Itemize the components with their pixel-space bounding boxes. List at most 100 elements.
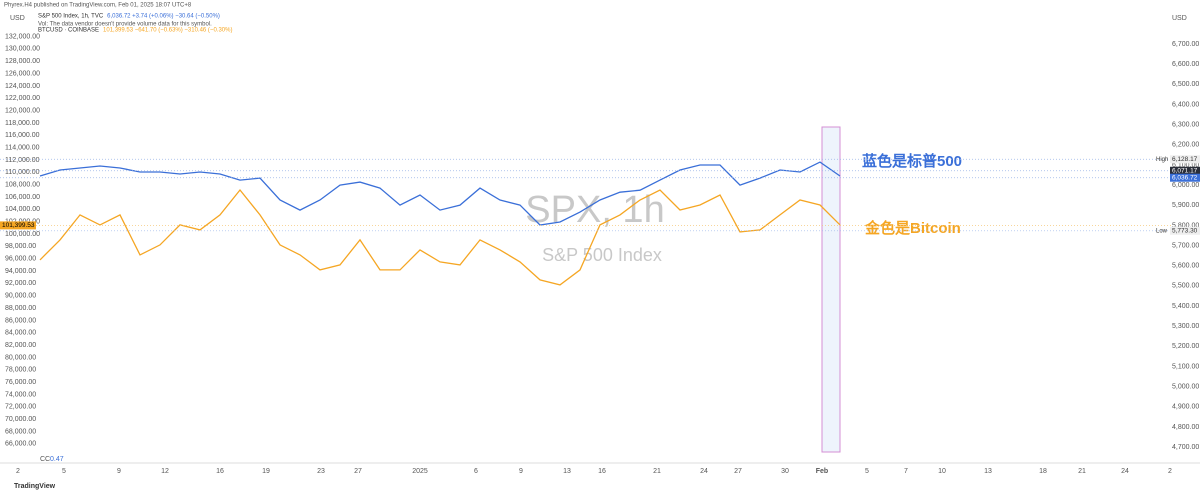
axis-unit: USD (10, 15, 25, 22)
x-tick-label: 5 (865, 468, 869, 475)
price-label-tag: High (1156, 157, 1168, 163)
y-tick-label: 100,000.00 (5, 231, 40, 238)
y2-tick-label: 5,500.00 (1172, 283, 1199, 290)
watermark: SPX, 1h (525, 189, 664, 231)
price-label-box (0, 221, 36, 230)
watermark-sub: S&P 500 Index (542, 245, 662, 265)
y2-tick-label: 6,600.00 (1172, 61, 1199, 68)
y2-tick-label: 4,900.00 (1172, 404, 1199, 411)
footer: TradingView (14, 483, 56, 490)
x-tick-label: 2025 (412, 468, 428, 475)
x-tick-label: 21 (1078, 468, 1086, 475)
y-tick-label: 124,000.00 (5, 83, 40, 90)
publisher: Phyrex.H4 published on TradingView.com, … (4, 3, 192, 9)
y-tick-label: 132,000.00 (5, 33, 40, 40)
y2-tick-label: 4,700.00 (1172, 444, 1199, 451)
y2-tick-label: 5,600.00 (1172, 263, 1199, 270)
y2-tick-label: 5,800.00 (1172, 222, 1199, 229)
x-tick-label: 9 (519, 468, 523, 475)
price-label: 5,773.30 (1172, 228, 1198, 235)
y-tick-label: 116,000.00 (5, 132, 40, 139)
y-tick-label: 130,000.00 (5, 46, 40, 53)
legend-quote: 101,399.53 −641.70 (−0.63%) −310.46 (−0.… (103, 28, 232, 34)
y2-tick-label: 5,100.00 (1172, 363, 1199, 370)
x-tick-label: 13 (984, 468, 992, 475)
x-tick-label: 16 (216, 468, 224, 475)
price-label: 6,071.17 (1172, 167, 1198, 174)
y-tick-label: 122,000.00 (5, 95, 40, 102)
x-tick-label: 16 (598, 468, 606, 475)
x-tick-label: 2 (16, 468, 20, 475)
y2-tick-label: 5,900.00 (1172, 202, 1199, 209)
y-tick-label: 90,000.00 (5, 293, 36, 300)
y-tick-label: 80,000.00 (5, 354, 36, 361)
y-tick-label: 96,000.00 (5, 256, 36, 263)
legend-quote: 6,036.72 +3.74 (+0.06%) −30.64 (−0.50%) (107, 14, 220, 20)
x-tick-label: Feb (816, 468, 828, 475)
x-tick-label: 13 (563, 468, 571, 475)
y-tick-label: 84,000.00 (5, 330, 36, 337)
y-tick-label: 126,000.00 (5, 70, 40, 77)
price-label-box (1170, 155, 1200, 164)
y-tick-label: 106,000.00 (5, 194, 40, 201)
y-tick-label: 88,000.00 (5, 305, 36, 312)
y-tick-label: 108,000.00 (5, 182, 40, 189)
line-series (39, 161, 841, 226)
price-label: 101,399.53 (2, 222, 35, 229)
price-label: 6,128.17 (1172, 156, 1198, 163)
y-tick-label: 86,000.00 (5, 317, 36, 324)
x-tick-label: 24 (1121, 468, 1129, 475)
y-tick-label: 78,000.00 (5, 367, 36, 374)
y-tick-label: 104,000.00 (5, 206, 40, 213)
y2-tick-label: 5,200.00 (1172, 343, 1199, 350)
price-label-box (1170, 173, 1200, 182)
annotation: 金色是Bitcoin (864, 219, 961, 237)
y-tick-label: 72,000.00 (5, 404, 36, 411)
y-tick-label: 94,000.00 (5, 268, 36, 275)
y-tick-label: 74,000.00 (5, 391, 36, 398)
x-tick-label: 27 (354, 468, 362, 475)
x-tick-label: 23 (317, 468, 325, 475)
x-tick-label: 12 (161, 468, 169, 475)
y2-tick-label: 5,300.00 (1172, 323, 1199, 330)
y2-tick-label: 6,200.00 (1172, 142, 1199, 149)
y-tick-label: 118,000.00 (5, 120, 40, 127)
legend-name: S&P 500 Index, 1h, TVC (38, 14, 104, 20)
x-tick-label: 21 (653, 468, 661, 475)
annotation: 蓝色是标普500 (862, 152, 962, 170)
y-tick-label: 68,000.00 (5, 428, 36, 435)
price-label-box (1170, 226, 1200, 235)
y2-tick-label: 6,500.00 (1172, 81, 1199, 88)
axis-unit: USD (1172, 15, 1187, 22)
legend-name: BTCUSD · COINBASE (38, 28, 99, 34)
y2-tick-label: 5,400.00 (1172, 303, 1199, 310)
y-tick-label: 110,000.00 (5, 169, 40, 176)
price-label-box (1170, 166, 1200, 175)
price-label-tag: Low (1156, 228, 1168, 234)
x-tick-label: 9 (117, 468, 121, 475)
y-tick-label: 114,000.00 (5, 144, 40, 151)
y2-tick-label: 6,700.00 (1172, 41, 1199, 48)
y2-tick-label: 4,800.00 (1172, 424, 1199, 431)
y-tick-label: 98,000.00 (5, 243, 36, 250)
y-tick-label: 76,000.00 (5, 379, 36, 386)
y-tick-label: 70,000.00 (5, 416, 36, 423)
y-tick-label: 120,000.00 (5, 107, 40, 114)
y2-tick-label: 6,000.00 (1172, 182, 1199, 189)
vol-note: Vol: The data vendor doesn't provide vol… (38, 22, 212, 28)
y2-tick-label: 6,100.00 (1172, 162, 1199, 169)
x-tick-label: 24 (700, 468, 708, 475)
x-tick-label: 2 (1168, 468, 1172, 475)
highlight-box (821, 126, 841, 453)
y2-tick-label: 5,000.00 (1172, 383, 1199, 390)
cc-label: CC (40, 456, 50, 463)
y-tick-label: 66,000.00 (5, 441, 36, 448)
x-tick-label: 30 (781, 468, 789, 475)
cc-value: 0.47 (50, 456, 64, 463)
price-label: 6,036.72 (1172, 174, 1198, 181)
x-tick-label: 19 (262, 468, 270, 475)
y-tick-label: 112,000.00 (5, 157, 40, 164)
x-tick-label: 6 (474, 468, 478, 475)
y-tick-label: 82,000.00 (5, 342, 36, 349)
